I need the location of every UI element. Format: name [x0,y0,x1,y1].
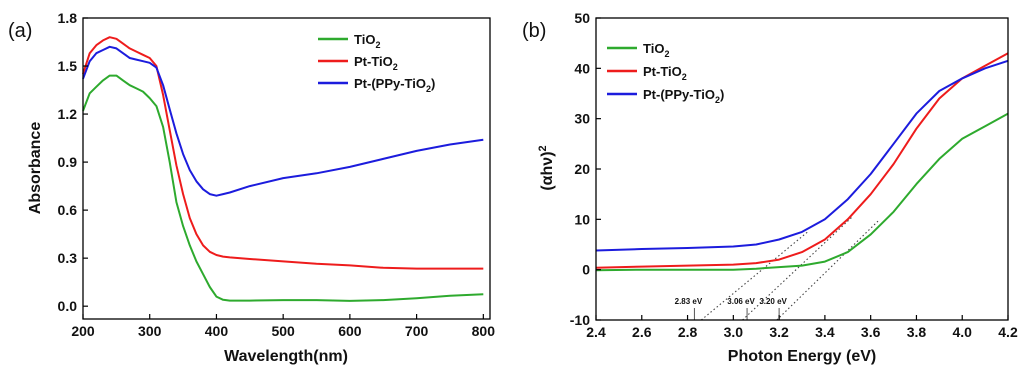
bandgap-label-3: 3.20 eV [759,297,787,306]
x-tick-label: 500 [271,323,295,339]
bandgap-label-1: 2.83 eV [675,297,703,306]
y-tick-label: 40 [574,60,590,76]
y-tick-label: 0.6 [58,202,78,218]
panel-b-y-ticks: -10 0 10 20 30 40 50 [570,10,601,328]
y-tick-label: 1.8 [58,10,78,26]
tangent-line-3 [776,218,881,321]
y-tick-label: 0.0 [58,298,78,314]
x-tick-label: 800 [472,323,496,339]
legend-a-text-pt-tio2: Pt-TiO2 [354,54,398,72]
y-tick-label: 30 [574,111,590,127]
panel-a-x-ticks: 200 300 400 500 600 700 800 [71,314,495,339]
x-tick-label: 2.8 [678,324,698,340]
legend-b-text-pt-tio2: Pt-TiO2 [643,64,687,82]
y-tick-label: 1.2 [58,106,78,122]
panel-b-series-group [595,52,1009,272]
x-tick-label: 3.4 [815,324,835,340]
y-tick-label: 20 [574,161,590,177]
series-line-tio2 [82,74,484,302]
panel-b: (b) 2.83 eV 3.06 eV 3.20 eV 2.4 2.6 2.8 3.0 3.… [522,10,1018,365]
y-tick-label: 50 [574,10,590,26]
x-tick-label: 400 [205,323,229,339]
series-line-pt-tio2 [595,52,1009,269]
series-line-pt-ppy-tio2 [82,45,484,197]
panel-a-legend: TiO2 Pt-TiO2 Pt-(PPy-TiO2) [318,32,435,94]
legend-b-text-pt-ppy-tio2: Pt-(PPy-TiO2) [643,87,724,105]
legend-a-text-tio2: TiO2 [354,32,380,50]
x-tick-label: 3.8 [907,324,927,340]
y-tick-label: 0.3 [58,250,78,266]
series-line-tio2 [595,112,1009,272]
panel-b-legend: TiO2 Pt-TiO2 Pt-(PPy-TiO2) [607,41,724,105]
x-tick-label: 4.0 [952,324,972,340]
panel-b-tangent-lines [700,216,881,321]
x-tick-label: 300 [138,323,162,339]
y-tick-label: 0 [582,262,590,278]
panel-a-series-group [82,36,484,302]
legend-b-text-tio2: TiO2 [643,41,669,59]
x-tick-label: 700 [405,323,429,339]
series-line-pt-tio2 [82,36,484,270]
x-tick-label: 2.4 [586,324,606,340]
series-line-pt-ppy-tio2 [595,59,1009,252]
x-tick-label: 200 [71,323,95,339]
y-tick-label: 0.9 [58,154,78,170]
tangent-line-2 [742,216,853,321]
x-tick-label: 600 [338,323,362,339]
bandgap-label-2: 3.06 eV [727,297,755,306]
x-tick-label: 2.6 [632,324,652,340]
panel-a-y-axis-label: Absorbance [27,122,44,215]
x-tick-label: 3.0 [724,324,744,340]
x-tick-label: 3.2 [769,324,789,340]
panel-label-a: (a) [8,20,32,42]
y-tick-label: -10 [570,312,590,328]
panel-label-b: (b) [522,20,546,42]
panel-a-x-axis-label: Wavelength(nm) [224,348,348,365]
panel-b-y-axis-label: (αhν)2 [537,145,556,190]
panel-a-y-ticks: 0.0 0.3 0.6 0.9 1.2 1.5 1.8 [58,10,88,314]
y-tick-label: 1.5 [58,58,78,74]
tangent-line-1 [700,230,810,321]
panel-b-bandgap-annotations: 2.83 eV 3.06 eV 3.20 eV [675,297,788,320]
y-tick-label: 10 [574,211,590,227]
panel-a: (a) 200 300 400 500 600 700 800 0.0 0.3 0.6 0.9 1.… [8,10,495,365]
x-tick-label: 4.2 [998,324,1018,340]
x-tick-label: 3.6 [861,324,881,340]
panel-b-x-ticks: 2.4 2.6 2.8 3.0 3.2 3.4 3.6 3.8 4.0 4.2 [586,315,1018,340]
panel-b-x-axis-label: Photon Energy (eV) [728,348,876,365]
legend-a-text-pt-ppy-tio2: Pt-(PPy-TiO2) [354,76,435,94]
panel-a-plot-frame [82,17,491,320]
